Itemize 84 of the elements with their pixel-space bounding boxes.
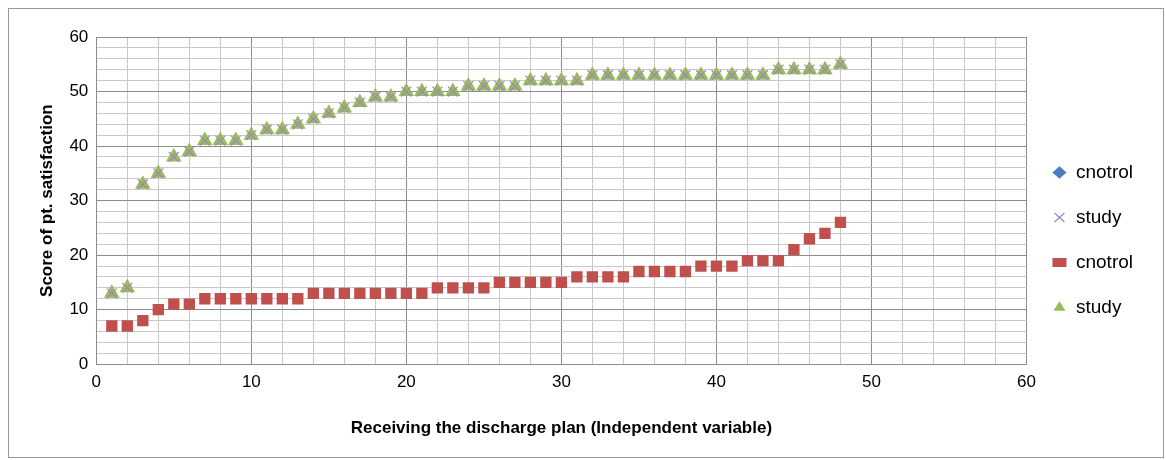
point [385,287,397,299]
point [710,260,723,272]
point [214,135,226,147]
x-axis-title: Receiving the discharge plan (Independent variable) [350,418,773,438]
legend-label: study [1075,295,1122,317]
point [168,151,180,163]
point [788,244,800,256]
point [509,276,521,289]
point [617,271,630,283]
point [741,254,754,267]
point [803,64,815,76]
point [462,282,475,294]
point [121,320,133,332]
point [478,282,490,294]
point [400,287,413,299]
legend-label: study [1075,205,1122,227]
point [679,265,692,278]
point [447,282,459,294]
point [540,276,552,289]
point [230,293,242,305]
point [524,75,536,87]
point [323,287,335,299]
y-tick-label: 0 [78,353,89,373]
point [819,227,831,239]
point [338,102,350,114]
point [571,75,583,87]
point [524,276,537,289]
point [106,320,118,332]
y-tick-label: 20 [69,244,89,264]
point [757,254,769,267]
x-tick-label: 20 [396,372,416,392]
point [121,282,133,294]
point [292,293,304,305]
legend-label: cnotrol [1075,250,1133,272]
point [540,75,552,87]
y-tick-label: 10 [69,299,89,319]
y-tick-label: 40 [69,135,89,155]
point [493,276,506,289]
x-tick-label: 0 [91,372,102,392]
point [571,271,583,283]
point [834,216,847,229]
point [633,265,645,278]
point [788,64,800,76]
point [261,293,273,305]
point [338,287,351,299]
point [261,124,273,136]
point [354,287,366,299]
point [137,314,149,327]
point [214,293,226,305]
point [803,233,816,245]
point [726,260,738,272]
point [152,304,164,316]
point [819,64,831,76]
x-tick-label: 40 [706,372,726,392]
point [555,276,568,289]
point [648,265,661,278]
y-tick-label: 60 [69,26,89,46]
y-tick-label: 50 [69,81,89,101]
legend-label: cnotrol [1075,160,1133,182]
point [230,135,242,147]
point [431,282,444,294]
point [307,113,319,125]
point [276,293,288,305]
y-axis-title: Score of pt. satisfaction [36,104,56,297]
point [369,287,382,299]
point [416,287,428,299]
point [199,135,211,147]
y-tick-label: 30 [69,190,89,210]
point [276,124,288,136]
point [695,260,707,272]
x-tick-label: 30 [551,372,571,392]
x-tick-label: 60 [1017,372,1036,392]
point [772,254,785,267]
point [199,293,211,305]
point [245,293,257,305]
point [555,75,567,87]
point [183,298,195,310]
x-tick-label: 50 [861,372,881,392]
point [664,265,676,278]
point [168,298,180,310]
point [586,271,599,283]
x-tick-label: 10 [241,372,261,392]
point [307,287,319,299]
point [602,271,614,283]
